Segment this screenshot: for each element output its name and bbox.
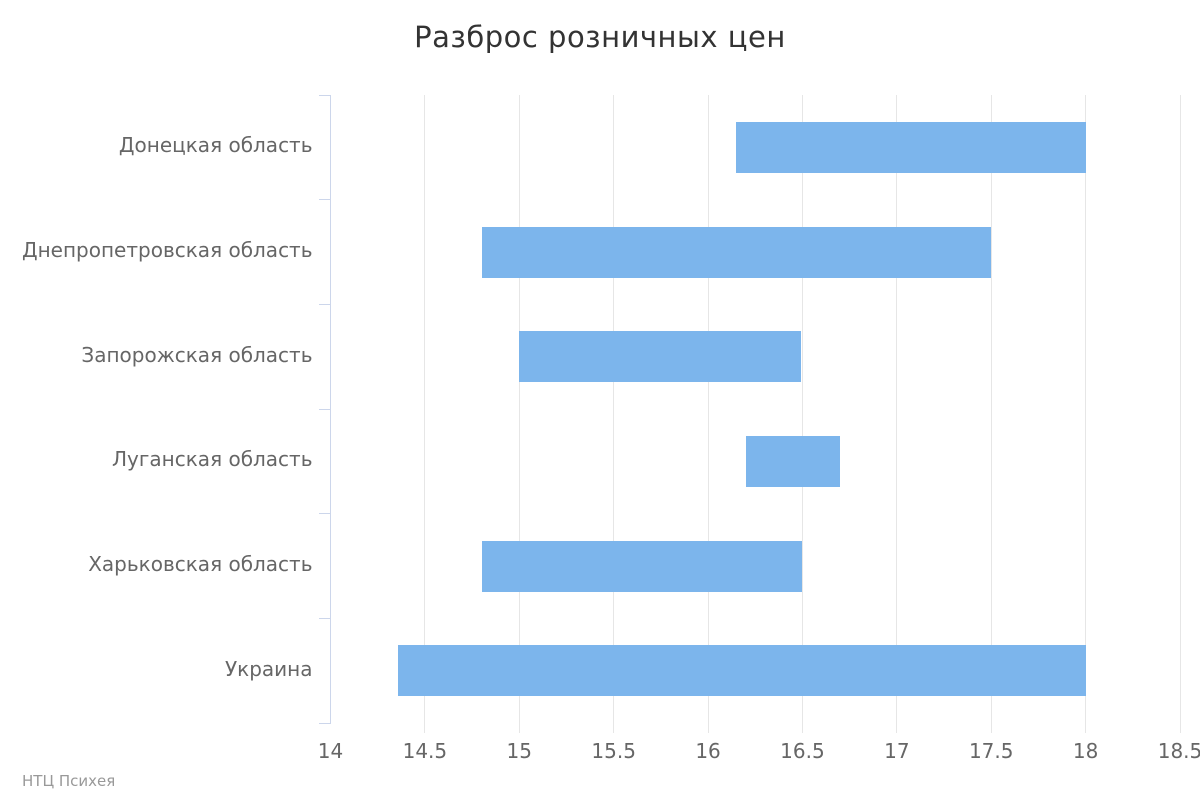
value-gridline [1179, 95, 1181, 733]
category-axis-line [330, 95, 331, 723]
value-gridline [801, 95, 803, 733]
value-gridline [990, 95, 992, 733]
value-gridline [896, 95, 898, 733]
x-axis-tick-label: 15 [506, 739, 532, 763]
y-axis-category-label: Запорожская область [81, 342, 313, 367]
range-bar[interactable] [481, 226, 992, 278]
category-axis-tick [318, 408, 331, 410]
range-bar[interactable] [481, 540, 803, 592]
y-axis-category-label: Днепропетровская область [21, 238, 313, 262]
value-gridline [518, 95, 520, 733]
range-bar[interactable] [745, 435, 841, 487]
category-axis-tick [318, 199, 331, 201]
category-axis-tick [318, 513, 331, 515]
value-gridline [424, 95, 426, 733]
x-axis-tick-label: 15.5 [591, 739, 636, 763]
value-gridline [613, 95, 615, 733]
x-axis-tick-label: 18.5 [1157, 739, 1200, 763]
x-axis-tick-label: 14.5 [402, 739, 448, 763]
x-axis-tick-label: 17.5 [968, 739, 1014, 763]
x-axis-tick-label: 14 [317, 739, 344, 763]
y-axis-category-label: Харьковская область [88, 552, 313, 576]
range-bar[interactable] [398, 645, 1086, 697]
x-axis-tick-label: 16.5 [780, 739, 825, 763]
y-axis-category-label: Украина [224, 656, 313, 681]
range-bar[interactable] [736, 121, 1086, 173]
category-axis-tick [318, 617, 331, 619]
value-gridline [1085, 95, 1087, 733]
category-axis-tick [318, 94, 331, 96]
category-axis-tick [318, 303, 331, 305]
x-axis-tick-label: 18 [1072, 739, 1099, 763]
range-bar[interactable] [519, 331, 801, 383]
x-axis-tick-label: 17 [884, 739, 910, 763]
category-axis-tick [318, 722, 331, 724]
chart-title: Разброс розничных цен [414, 20, 786, 54]
x-axis-tick-label: 16 [695, 739, 721, 763]
y-axis-category-label: Донецкая область [118, 133, 313, 158]
value-gridline [707, 95, 709, 733]
credits-link[interactable]: НТЦ Психея [22, 772, 116, 790]
y-axis-category-label: Луганская область [112, 447, 313, 472]
